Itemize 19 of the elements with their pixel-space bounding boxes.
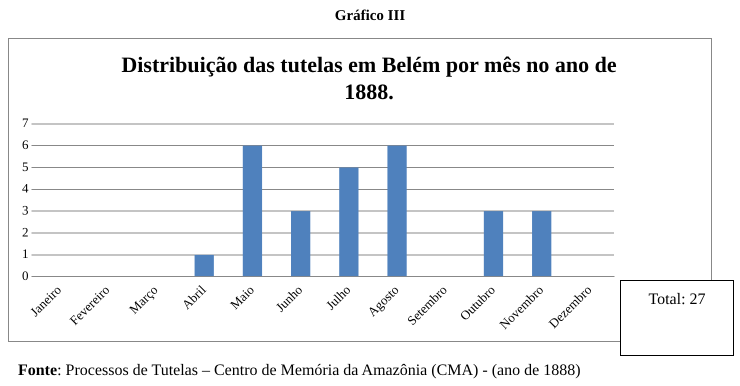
bar xyxy=(532,211,552,276)
y-tick-label: 3 xyxy=(22,202,28,218)
bar xyxy=(387,146,407,276)
text: Gráfico III xyxy=(334,8,406,25)
y-tick-label: 7 xyxy=(22,115,29,130)
bar xyxy=(194,254,214,276)
y-tick-label: 0 xyxy=(22,268,28,284)
chart-title: Distribuição das tutelas em Belém por mês no ano de 1888. xyxy=(120,51,618,105)
y-tick-label: 5 xyxy=(22,158,28,174)
source-note: Fonte: Processos de Tutelas – Centro de Memória da Amazônia (CMA) - (ano de 1888) xyxy=(18,362,581,379)
bar xyxy=(339,167,358,276)
bar xyxy=(291,211,310,276)
y-tick-label: 6 xyxy=(22,137,29,152)
y-tick-label: 2 xyxy=(22,224,28,240)
y-tick-label: 1 xyxy=(22,246,28,262)
bar xyxy=(484,211,504,276)
text: Total: 27 xyxy=(620,280,734,356)
y-tick-label: 4 xyxy=(22,180,29,196)
bar xyxy=(242,146,262,276)
